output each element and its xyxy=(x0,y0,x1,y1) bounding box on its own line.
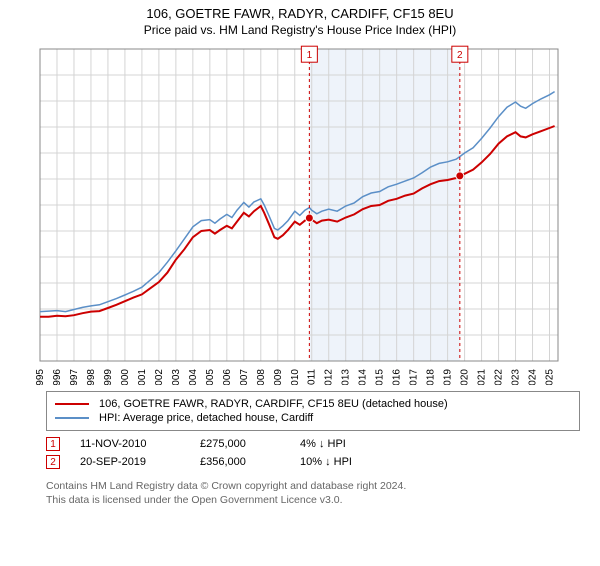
chart-svg: £0£50K£100K£150K£200K£250K£300K£350K£400… xyxy=(36,45,596,385)
credits-line-2: This data is licensed under the Open Gov… xyxy=(46,493,580,507)
chart-legend: 106, GOETRE FAWR, RADYR, CARDIFF, CF15 8… xyxy=(46,391,580,431)
svg-text:2025: 2025 xyxy=(545,369,556,385)
svg-text:2018: 2018 xyxy=(426,369,437,385)
svg-text:2020: 2020 xyxy=(460,369,471,385)
svg-text:1997: 1997 xyxy=(69,369,80,385)
svg-text:2008: 2008 xyxy=(256,369,267,385)
svg-text:1998: 1998 xyxy=(86,369,97,385)
chart-subtitle: Price paid vs. HM Land Registry's House … xyxy=(0,23,600,37)
svg-text:2022: 2022 xyxy=(494,369,505,385)
legend-item-hpi: HPI: Average price, detached house, Card… xyxy=(55,412,571,424)
svg-text:1995: 1995 xyxy=(36,369,46,385)
legend-label-hpi: HPI: Average price, detached house, Card… xyxy=(99,412,313,424)
svg-text:2010: 2010 xyxy=(290,369,301,385)
chart-title: 106, GOETRE FAWR, RADYR, CARDIFF, CF15 8… xyxy=(0,6,600,21)
svg-text:2014: 2014 xyxy=(358,369,369,385)
svg-text:2013: 2013 xyxy=(341,369,352,385)
svg-text:2002: 2002 xyxy=(154,369,165,385)
svg-text:1996: 1996 xyxy=(52,369,63,385)
sale-detail-1: 1 11-NOV-2010 £275,000 4% ↓ HPI xyxy=(46,437,580,451)
sale-marker-1: 1 xyxy=(46,437,60,451)
legend-item-property: 106, GOETRE FAWR, RADYR, CARDIFF, CF15 8… xyxy=(55,398,571,410)
chart-plot-area: £0£50K£100K£150K£200K£250K£300K£350K£400… xyxy=(36,45,596,385)
svg-text:2023: 2023 xyxy=(511,369,522,385)
svg-text:2009: 2009 xyxy=(273,369,284,385)
svg-text:2015: 2015 xyxy=(375,369,386,385)
svg-text:2007: 2007 xyxy=(239,369,250,385)
svg-text:2006: 2006 xyxy=(222,369,233,385)
sale-details: 1 11-NOV-2010 £275,000 4% ↓ HPI 2 20-SEP… xyxy=(46,437,580,469)
sale-date-2: 20-SEP-2019 xyxy=(80,456,180,468)
svg-text:2016: 2016 xyxy=(392,369,403,385)
sale-delta-1: 4% ↓ HPI xyxy=(300,438,346,450)
sale-price-2: £356,000 xyxy=(200,456,280,468)
svg-text:2021: 2021 xyxy=(477,369,488,385)
svg-text:2019: 2019 xyxy=(443,369,454,385)
svg-text:2001: 2001 xyxy=(137,369,148,385)
credits-block: Contains HM Land Registry data © Crown c… xyxy=(46,479,580,507)
credits-line-1: Contains HM Land Registry data © Crown c… xyxy=(46,479,580,493)
svg-text:2024: 2024 xyxy=(528,369,539,385)
sale-delta-2: 10% ↓ HPI xyxy=(300,456,352,468)
sale-marker-2: 2 xyxy=(46,455,60,469)
sale-date-1: 11-NOV-2010 xyxy=(80,438,180,450)
svg-text:2000: 2000 xyxy=(120,369,131,385)
sale-detail-2: 2 20-SEP-2019 £356,000 10% ↓ HPI xyxy=(46,455,580,469)
chart-container: 106, GOETRE FAWR, RADYR, CARDIFF, CF15 8… xyxy=(0,6,600,566)
svg-text:2012: 2012 xyxy=(324,369,335,385)
svg-text:2017: 2017 xyxy=(409,369,420,385)
legend-swatch-property xyxy=(55,403,89,405)
svg-text:2004: 2004 xyxy=(188,369,199,385)
sale-price-1: £275,000 xyxy=(200,438,280,450)
svg-text:2005: 2005 xyxy=(205,369,216,385)
svg-text:1: 1 xyxy=(307,50,313,61)
svg-text:1999: 1999 xyxy=(103,369,114,385)
legend-swatch-hpi xyxy=(55,417,89,419)
legend-label-property: 106, GOETRE FAWR, RADYR, CARDIFF, CF15 8… xyxy=(99,398,448,410)
svg-text:2003: 2003 xyxy=(171,369,182,385)
svg-text:2011: 2011 xyxy=(307,369,318,385)
svg-text:2: 2 xyxy=(457,50,463,61)
